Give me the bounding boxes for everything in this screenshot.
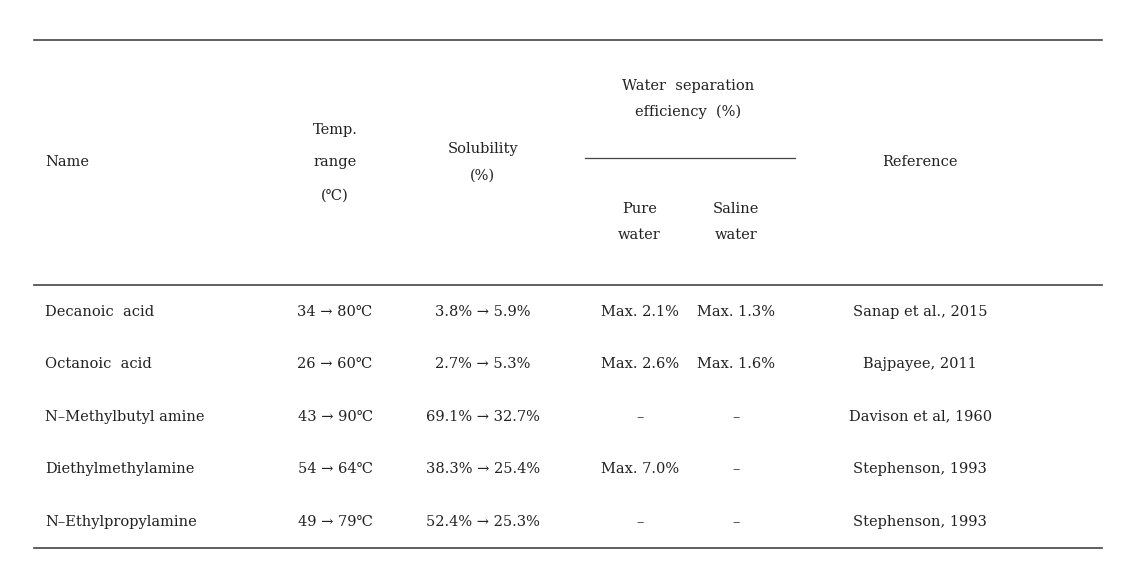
Text: Max. 2.1%: Max. 2.1% <box>601 305 678 319</box>
Text: Sanap et al., 2015: Sanap et al., 2015 <box>853 305 987 319</box>
Text: (%): (%) <box>470 168 495 182</box>
Text: (℃): (℃) <box>321 188 349 202</box>
Text: N–Methylbutyl amine: N–Methylbutyl amine <box>45 410 204 424</box>
Text: water: water <box>618 228 661 242</box>
Text: Max. 2.6%: Max. 2.6% <box>601 357 678 371</box>
Text: –: – <box>636 515 643 529</box>
Text: 52.4% → 25.3%: 52.4% → 25.3% <box>426 515 540 529</box>
Text: Max. 1.6%: Max. 1.6% <box>698 357 775 371</box>
Text: Bajpayee, 2011: Bajpayee, 2011 <box>863 357 977 371</box>
Text: Stephenson, 1993: Stephenson, 1993 <box>853 462 987 476</box>
Text: Solubility: Solubility <box>448 142 518 157</box>
Text: 34 → 80℃: 34 → 80℃ <box>298 305 373 319</box>
Text: Reference: Reference <box>883 155 958 169</box>
Text: –: – <box>733 410 740 424</box>
Text: Octanoic  acid: Octanoic acid <box>45 357 152 371</box>
Text: Water  separation: Water separation <box>621 79 754 93</box>
Text: Max. 1.3%: Max. 1.3% <box>698 305 775 319</box>
Text: 69.1% → 32.7%: 69.1% → 32.7% <box>426 410 540 424</box>
Text: –: – <box>733 515 740 529</box>
Text: efficiency  (%): efficiency (%) <box>635 105 741 119</box>
Text: Stephenson, 1993: Stephenson, 1993 <box>853 515 987 529</box>
Text: water: water <box>715 228 758 242</box>
Text: 2.7% → 5.3%: 2.7% → 5.3% <box>435 357 531 371</box>
Text: Davison et al, 1960: Davison et al, 1960 <box>849 410 992 424</box>
Text: 26 → 60℃: 26 → 60℃ <box>298 357 373 371</box>
Text: Pure: Pure <box>623 202 657 216</box>
Text: Saline: Saline <box>713 202 759 216</box>
Text: 49 → 79℃: 49 → 79℃ <box>298 515 373 529</box>
Text: Diethylmethylamine: Diethylmethylamine <box>45 462 194 476</box>
Text: 3.8% → 5.9%: 3.8% → 5.9% <box>435 305 531 319</box>
Text: Name: Name <box>45 155 90 169</box>
Text: –: – <box>733 462 740 476</box>
Text: N–Ethylpropylamine: N–Ethylpropylamine <box>45 515 198 529</box>
Text: –: – <box>636 410 643 424</box>
Text: range: range <box>314 155 357 169</box>
Text: 38.3% → 25.4%: 38.3% → 25.4% <box>426 462 540 476</box>
Text: Temp.: Temp. <box>312 123 358 137</box>
Text: 43 → 90℃: 43 → 90℃ <box>298 410 373 424</box>
Text: Max. 7.0%: Max. 7.0% <box>601 462 678 476</box>
Text: Decanoic  acid: Decanoic acid <box>45 305 154 319</box>
Text: 54 → 64℃: 54 → 64℃ <box>298 462 373 476</box>
